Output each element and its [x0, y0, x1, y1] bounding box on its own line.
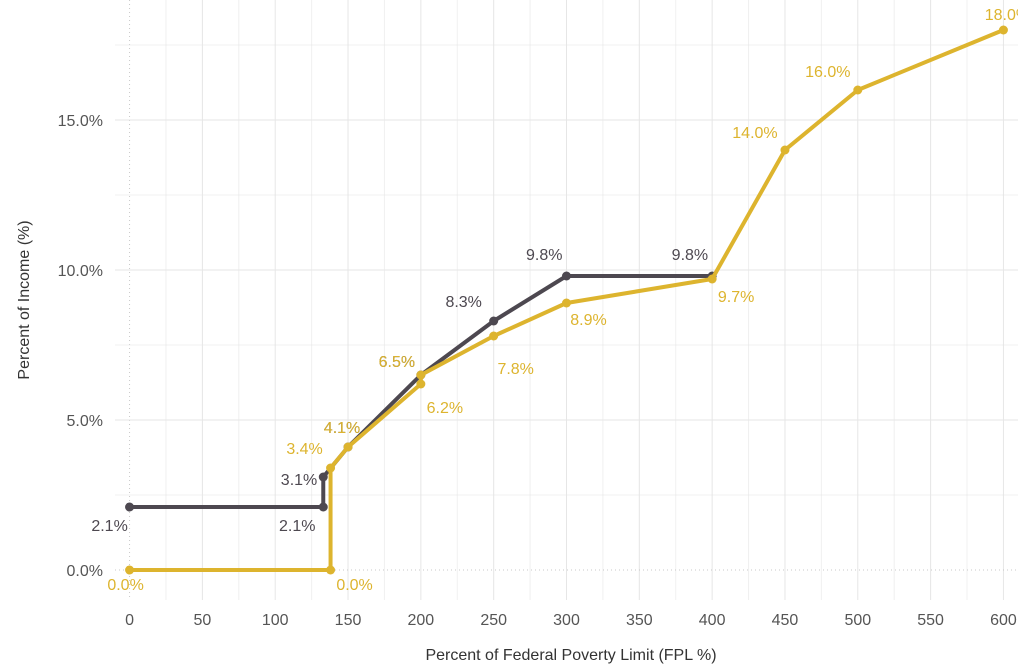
x-tick-label: 350 — [626, 612, 653, 629]
series-1-data-label: 9.8% — [672, 247, 708, 264]
series-1-point — [562, 271, 571, 281]
series-1-line — [127, 274, 715, 509]
y-tick-label: 0.0% — [67, 563, 103, 580]
series-1-data-label: 8.3% — [445, 294, 481, 311]
series-2-point — [562, 298, 571, 308]
x-tick-label: 600 — [990, 612, 1017, 629]
series-2-point — [343, 442, 353, 452]
series-2-point — [489, 331, 499, 341]
series-2-data-label: 6.2% — [427, 400, 463, 417]
series-2-data-label: 0.0% — [107, 577, 143, 594]
x-tick-label: 200 — [408, 612, 435, 629]
series-1-data-label: 4.1% — [324, 420, 360, 437]
x-tick-label: 450 — [772, 612, 799, 629]
x-tick-label: 550 — [917, 612, 944, 629]
series-2-point — [707, 274, 717, 284]
series-2-point — [998, 25, 1008, 35]
series-2-data-label: 0.0% — [336, 577, 372, 594]
x-tick-label: 300 — [553, 612, 580, 629]
series-2-point — [416, 379, 426, 389]
series-2-data-label: 3.4% — [286, 441, 322, 458]
x-tick-label: 150 — [335, 612, 362, 629]
series-2-data-label: 8.9% — [570, 312, 606, 329]
series-1-data-label: 2.1% — [91, 518, 127, 535]
series-lines — [125, 25, 1008, 575]
x-tick-label: 100 — [262, 612, 289, 629]
series-2-data-label: 16.0% — [805, 64, 850, 81]
data-labels: 2.1% 2.1% 3.1% 4.1% 6.5% 8.3% 9.8% 9.8% 0.0% 0.0%… — [91, 7, 1018, 594]
series-2-point — [853, 85, 863, 95]
x-tick-label: 0 — [125, 612, 134, 629]
series-2-point — [780, 145, 790, 155]
series-2-data-label: 7.8% — [497, 361, 533, 378]
series-1-data-label: 2.1% — [279, 518, 315, 535]
x-tick-label: 400 — [699, 612, 726, 629]
x-tick-label: 250 — [480, 612, 507, 629]
series-2-data-label: 9.7% — [718, 289, 754, 306]
series-1-point — [318, 472, 328, 482]
y-tick-label: 15.0% — [58, 113, 103, 130]
series-1-data-label: 6.5% — [379, 354, 415, 371]
series-2-data-label: 18.0% — [985, 7, 1018, 24]
series-2-line — [127, 28, 1006, 572]
series-2-point — [326, 463, 336, 473]
series-2-point — [416, 370, 426, 380]
series-2-data-label: 6.5% — [379, 354, 415, 371]
series-1-point — [125, 502, 135, 512]
y-axis-title: Percent of Income (%) — [16, 220, 33, 379]
series-1-point — [318, 502, 328, 512]
axes: 0 50 100 150 200 250 300 350 400 450 500 550 600 0.0%… — [58, 113, 1017, 629]
y-tick-label: 10.0% — [58, 263, 103, 280]
series-1-data-label: 3.1% — [281, 472, 317, 489]
y-tick-label: 5.0% — [67, 413, 103, 430]
series-1-point — [489, 316, 499, 326]
series-2-data-label: 14.0% — [732, 125, 777, 142]
series-2-data-label: 4.1% — [324, 420, 360, 437]
x-tick-label: 500 — [844, 612, 871, 629]
x-axis-title: Percent of Federal Poverty Limit (FPL %) — [425, 647, 716, 664]
series-2-point — [125, 565, 135, 575]
x-tick-label: 50 — [193, 612, 211, 629]
series-2-point — [326, 565, 336, 575]
series-1-data-label: 9.8% — [526, 247, 562, 264]
